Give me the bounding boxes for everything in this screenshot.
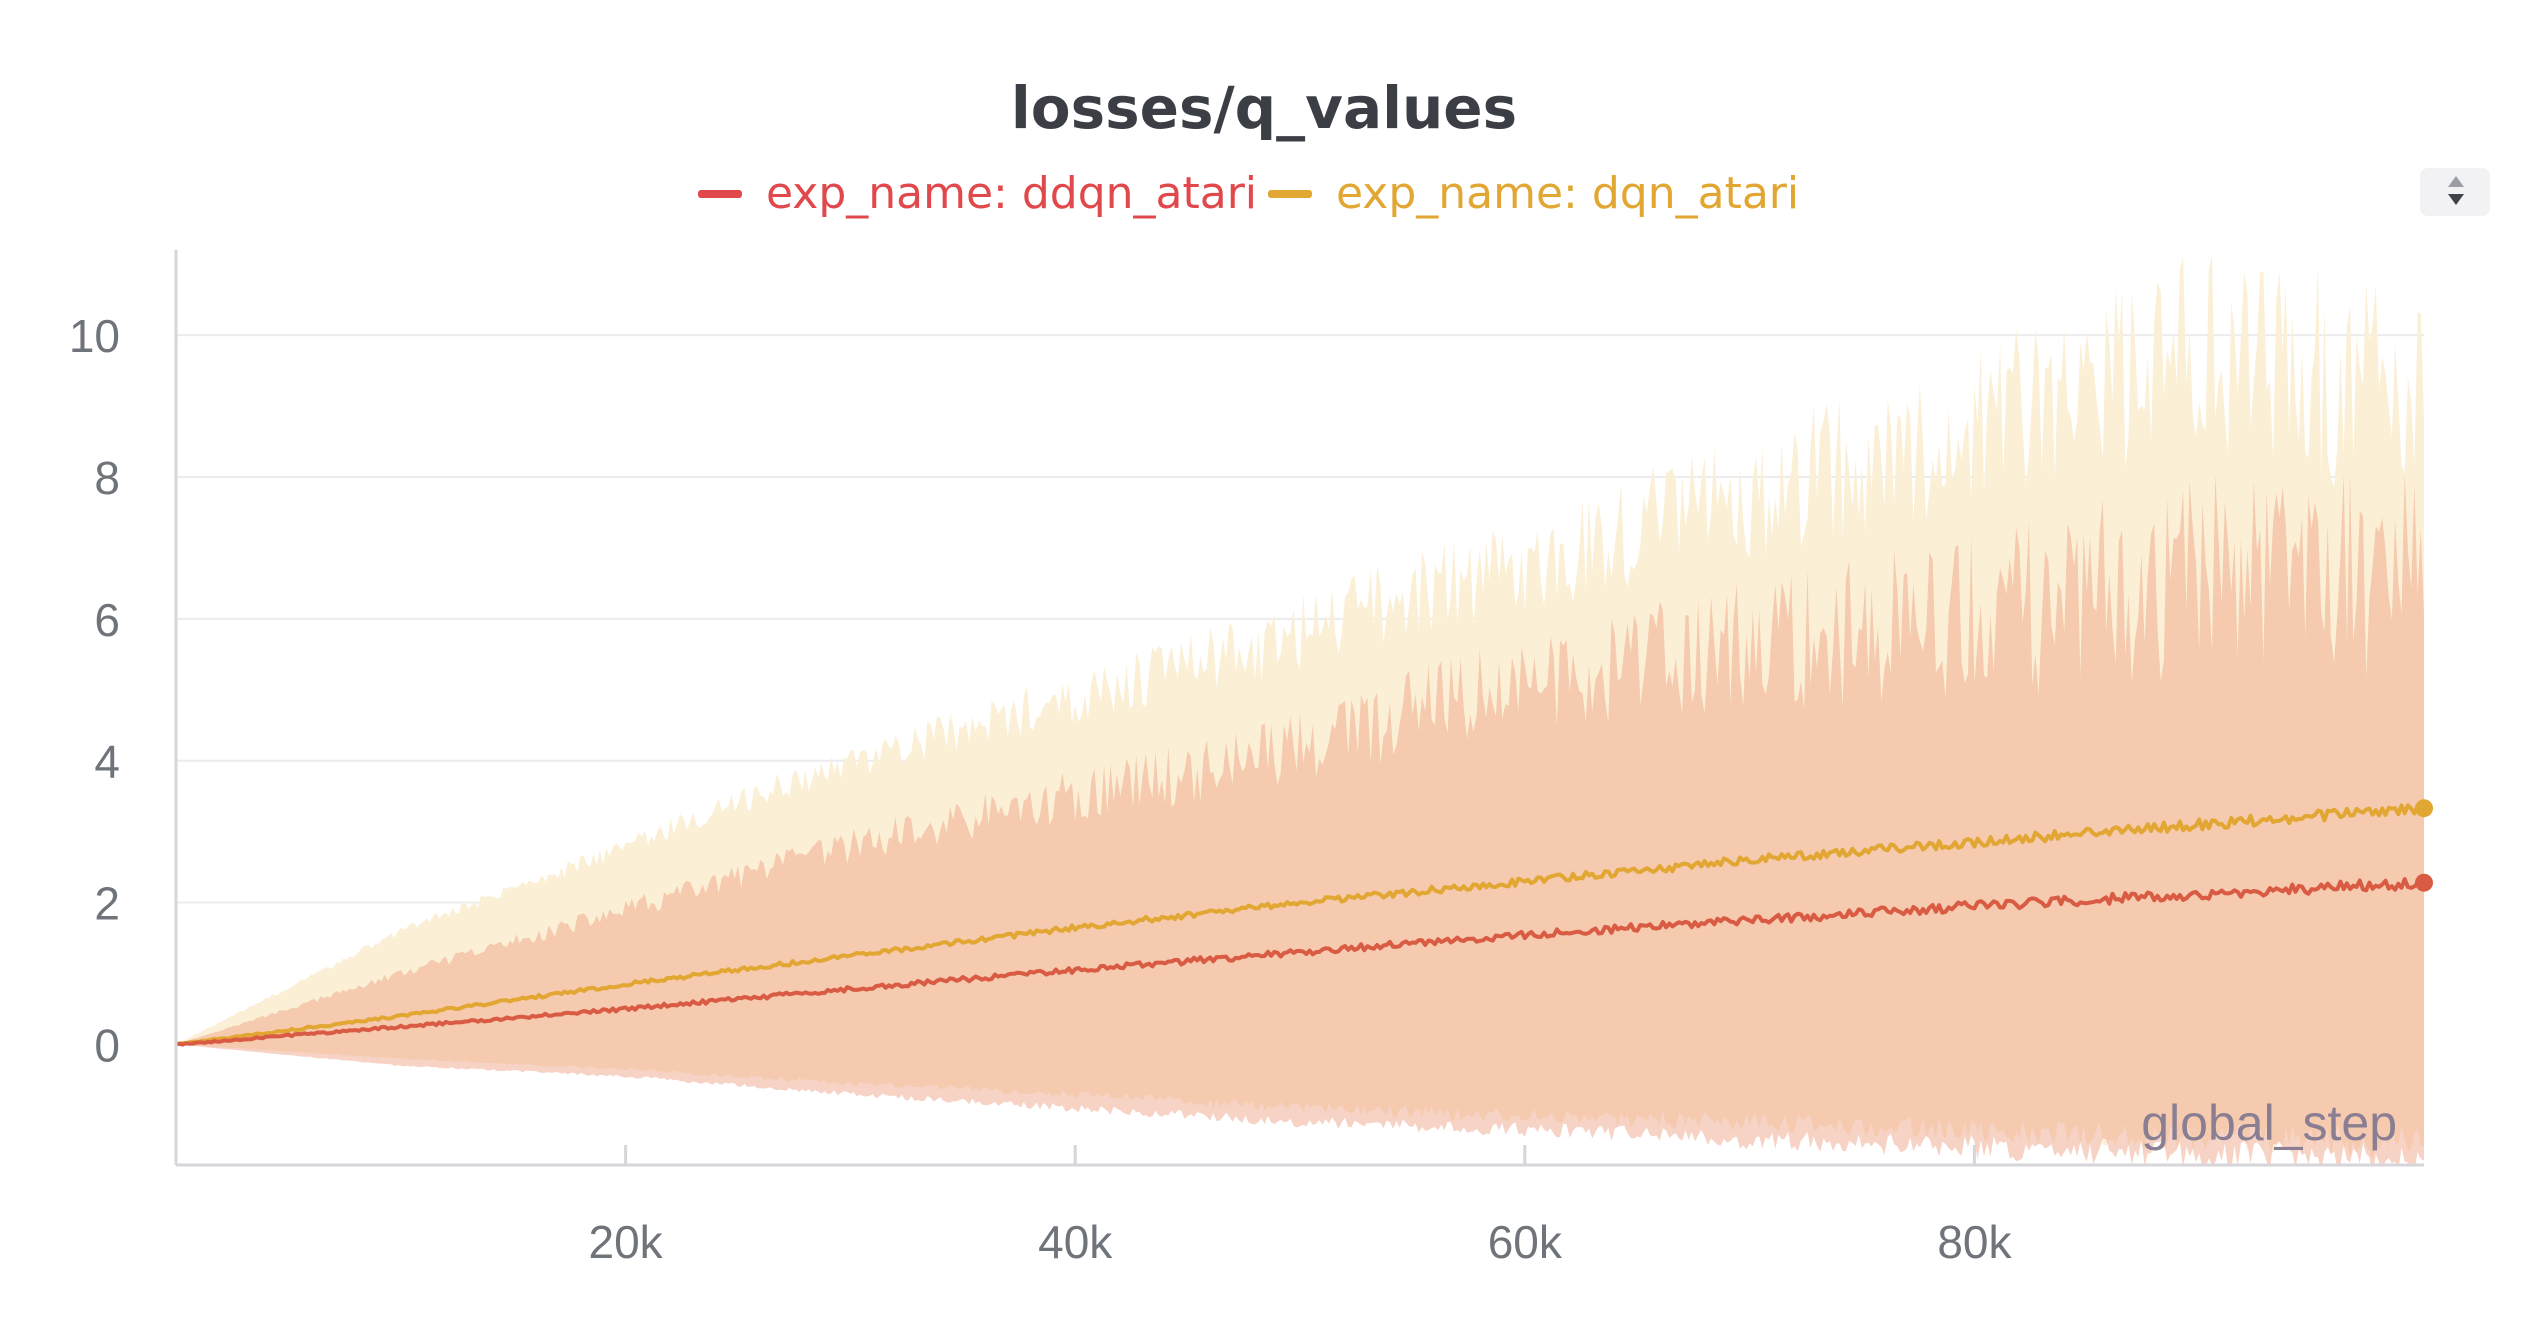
y-tick-labels: 0 2 4 6 8 10 xyxy=(69,310,120,1071)
x-tick-label-60k: 60k xyxy=(1488,1216,1563,1268)
x-tick-labels: 20k 40k 60k 80k xyxy=(589,1145,2012,1268)
y-tick-label-2: 2 xyxy=(94,878,120,930)
y-tick-label-4: 4 xyxy=(94,736,120,788)
x-tick-label-20k: 20k xyxy=(589,1216,664,1268)
x-tick-label-40k: 40k xyxy=(1038,1216,1113,1268)
series-line-dqn xyxy=(176,803,2424,1047)
y-tick-label-8: 8 xyxy=(94,452,120,504)
x-axis-label: global_step xyxy=(2141,1095,2397,1151)
scroll-up-icon[interactable] xyxy=(2448,176,2464,187)
legend-swatch-ddqn xyxy=(698,190,742,198)
confidence-band-ddqn xyxy=(176,472,2424,1165)
legend-scroll-control[interactable] xyxy=(2420,168,2490,216)
y-tick-label-6: 6 xyxy=(94,594,120,646)
axes xyxy=(174,250,2424,1167)
series-end-point-ddqn[interactable] xyxy=(2415,873,2433,892)
series-lines xyxy=(176,803,2424,1047)
legend-swatch-dqn xyxy=(1268,190,1312,198)
confidence-band-dqn xyxy=(176,253,2424,1159)
series-line-ddqn xyxy=(176,877,2424,1047)
series-end-point-dqn[interactable] xyxy=(2415,799,2433,818)
scroll-down-icon[interactable] xyxy=(2448,194,2464,205)
legend-item-ddqn[interactable]: exp_name: ddqn_atari xyxy=(766,168,1257,219)
legend: exp_name: ddqn_atari exp_name: dqn_atari xyxy=(698,168,1799,219)
chart-title: losses/q_values xyxy=(1011,74,1517,142)
x-tick-label-80k: 80k xyxy=(1937,1216,2012,1268)
confidence-bands xyxy=(176,253,2424,1165)
legend-item-dqn[interactable]: exp_name: dqn_atari xyxy=(1336,168,1799,219)
y-tick-label-0: 0 xyxy=(94,1019,120,1071)
y-tick-label-10: 10 xyxy=(69,310,120,362)
series-end-points xyxy=(2415,799,2433,892)
